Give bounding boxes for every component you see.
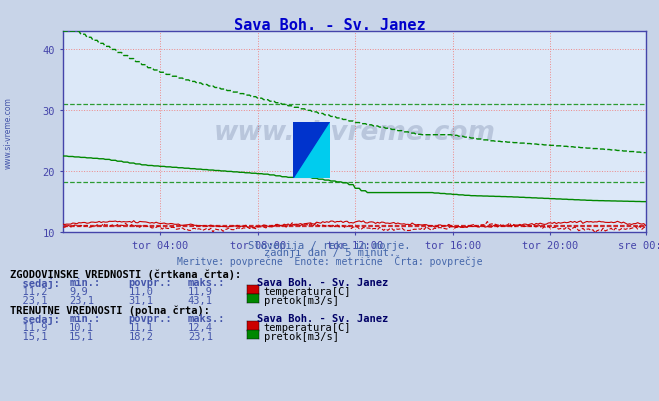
Text: 11,1: 11,1 <box>129 322 154 332</box>
Text: 11,0: 11,0 <box>129 286 154 296</box>
Text: pretok[m3/s]: pretok[m3/s] <box>264 295 339 305</box>
Text: sedaj:: sedaj: <box>10 314 60 324</box>
Text: 9,9: 9,9 <box>69 286 88 296</box>
Text: maks.:: maks.: <box>188 277 225 288</box>
Text: 15,1: 15,1 <box>69 331 94 341</box>
Text: Sava Boh. - Sv. Janez: Sava Boh. - Sv. Janez <box>257 314 388 324</box>
Text: 11,9: 11,9 <box>188 286 213 296</box>
Text: povpr.:: povpr.: <box>129 277 172 288</box>
Text: TRENUTNE VREDNOSTI (polna črta):: TRENUTNE VREDNOSTI (polna črta): <box>10 305 210 315</box>
Text: 11,9: 11,9 <box>10 322 47 332</box>
Text: Sava Boh. - Sv. Janez: Sava Boh. - Sv. Janez <box>234 18 425 33</box>
Text: min.:: min.: <box>69 277 100 288</box>
Text: Sava Boh. - Sv. Janez: Sava Boh. - Sv. Janez <box>257 277 388 288</box>
Text: Meritve: povprečne  Enote: metrične  Črta: povprečje: Meritve: povprečne Enote: metrične Črta:… <box>177 254 482 266</box>
Text: 31,1: 31,1 <box>129 295 154 305</box>
Text: min.:: min.: <box>69 314 100 324</box>
Text: pretok[m3/s]: pretok[m3/s] <box>264 331 339 341</box>
Text: 43,1: 43,1 <box>188 295 213 305</box>
Text: zadnji dan / 5 minut.: zadnji dan / 5 minut. <box>264 247 395 257</box>
Text: www.si-vreme.com: www.si-vreme.com <box>3 97 13 168</box>
Text: temperatura[C]: temperatura[C] <box>264 322 351 332</box>
Text: maks.:: maks.: <box>188 314 225 324</box>
Text: 23,1: 23,1 <box>10 295 47 305</box>
Text: sedaj:: sedaj: <box>10 277 60 288</box>
Text: 18,2: 18,2 <box>129 331 154 341</box>
Text: 11,2: 11,2 <box>10 286 47 296</box>
Polygon shape <box>293 122 330 178</box>
Text: www.si-vreme.com: www.si-vreme.com <box>214 119 495 145</box>
Text: povpr.:: povpr.: <box>129 314 172 324</box>
Text: 15,1: 15,1 <box>10 331 47 341</box>
Polygon shape <box>293 122 330 178</box>
Text: 10,1: 10,1 <box>69 322 94 332</box>
Text: 12,4: 12,4 <box>188 322 213 332</box>
Text: temperatura[C]: temperatura[C] <box>264 286 351 296</box>
Text: 23,1: 23,1 <box>69 295 94 305</box>
Text: ZGODOVINSKE VREDNOSTI (črtkana črta):: ZGODOVINSKE VREDNOSTI (črtkana črta): <box>10 269 241 279</box>
Text: Slovenija / reke in morje.: Slovenija / reke in morje. <box>248 241 411 251</box>
Text: 23,1: 23,1 <box>188 331 213 341</box>
